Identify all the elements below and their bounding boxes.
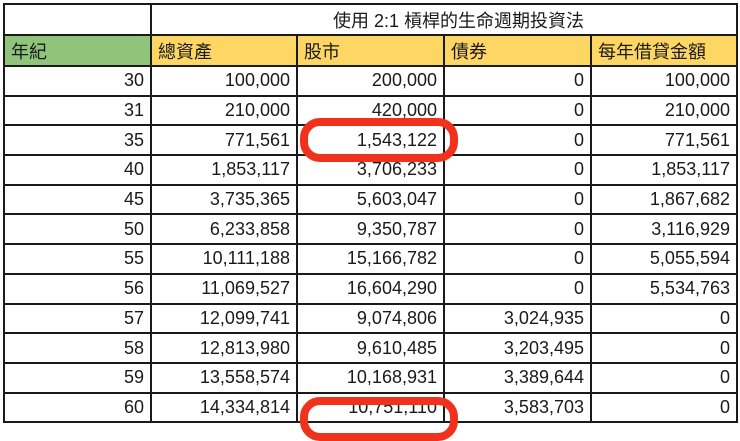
cell-annual-borrowing[interactable]: 1,867,682 [590,183,738,216]
cell-stocks[interactable]: 3,706,233 [296,154,445,186]
table-row: 59 13,558,574 10,168,931 3,389,644 0 [3,361,738,394]
cell-stocks[interactable]: 200,000 [296,65,445,97]
table-row: 58 12,813,980 9,610,485 3,203,495 0 [3,332,738,364]
cell-total-assets[interactable]: 3,735,365 [150,183,298,216]
cell-age[interactable]: 59 [3,361,152,394]
cell-age[interactable]: 57 [3,302,152,335]
cell-stocks[interactable]: 16,604,290 [296,272,445,305]
cell-bonds[interactable]: 0 [443,124,592,157]
cell-annual-borrowing[interactable]: 5,055,594 [590,243,738,275]
cell-total-assets[interactable]: 771,561 [150,124,298,157]
cell-annual-borrowing[interactable]: 1,853,117 [590,154,738,186]
table-row: 45 3,735,365 5,603,047 0 1,867,682 [3,183,738,216]
table-row: 31 210,000 420,000 0 210,000 [3,94,738,127]
cell-age[interactable]: 35 [3,124,152,157]
cell-bonds[interactable]: 0 [443,183,592,216]
table-title[interactable]: 使用 2:1 槓桿的生命週期投資法 [150,3,738,36]
cell-age[interactable]: 30 [3,65,152,97]
table-row: 56 11,069,527 16,604,290 0 5,534,763 [3,272,738,305]
cell-annual-borrowing[interactable]: 771,561 [590,124,738,157]
table-row: 60 14,334,814 10,751,110 3,583,703 0 [3,391,738,424]
cell-bonds[interactable]: 0 [443,272,592,305]
header-total-assets[interactable]: 總資產 [150,34,298,67]
cell-age[interactable]: 58 [3,332,152,364]
cell-stocks[interactable]: 10,751,110 [296,391,445,424]
cell-bonds[interactable]: 3,583,703 [443,391,592,424]
cell-annual-borrowing[interactable]: 5,534,763 [590,272,738,305]
cell-total-assets[interactable]: 100,000 [150,65,298,97]
cell-bonds[interactable]: 0 [443,154,592,186]
cell-annual-borrowing[interactable]: 3,116,929 [590,213,738,246]
cell-annual-borrowing[interactable]: 210,000 [590,94,738,127]
header-annual-borrowing[interactable]: 每年借貸金額 [590,34,738,67]
cell-bonds[interactable]: 0 [443,243,592,275]
cell-bonds[interactable]: 0 [443,213,592,246]
cell-total-assets[interactable]: 210,000 [150,94,298,127]
cell-total-assets[interactable]: 10,111,188 [150,243,298,275]
cell-age[interactable]: 40 [3,154,152,186]
title-row: 使用 2:1 槓桿的生命週期投資法 [3,3,738,36]
cell-annual-borrowing[interactable]: 0 [590,391,738,424]
cell-stocks[interactable]: 15,166,782 [296,243,445,275]
table-row: 30 100,000 200,000 0 100,000 [3,65,738,97]
cell-total-assets[interactable]: 11,069,527 [150,272,298,305]
cell-bonds[interactable]: 0 [443,94,592,127]
cell-bonds[interactable]: 3,024,935 [443,302,592,335]
cell-annual-borrowing[interactable]: 0 [590,332,738,364]
cell-age[interactable]: 50 [3,213,152,246]
empty-corner-cell[interactable] [3,3,152,36]
header-age[interactable]: 年紀 [3,34,152,67]
leverage-table: 使用 2:1 槓桿的生命週期投資法 年紀 總資產 股市 債券 每年借貸金額 30… [3,3,738,424]
cell-stocks[interactable]: 9,610,485 [296,332,445,364]
cell-bonds[interactable]: 0 [443,65,592,97]
cell-stocks[interactable]: 5,603,047 [296,183,445,216]
cell-age[interactable]: 60 [3,391,152,424]
table-row: 55 10,111,188 15,166,782 0 5,055,594 [3,243,738,275]
header-bonds[interactable]: 債券 [443,34,592,67]
cell-total-assets[interactable]: 6,233,858 [150,213,298,246]
cell-age[interactable]: 31 [3,94,152,127]
cell-age[interactable]: 55 [3,243,152,275]
header-row: 年紀 總資產 股市 債券 每年借貸金額 [3,34,738,67]
cell-annual-borrowing[interactable]: 100,000 [590,65,738,97]
table-row: 40 1,853,117 3,706,233 0 1,853,117 [3,154,738,186]
cell-total-assets[interactable]: 12,813,980 [150,332,298,364]
header-stocks[interactable]: 股市 [296,34,445,67]
table-row: 50 6,233,858 9,350,787 0 3,116,929 [3,213,738,246]
table-row: 57 12,099,741 9,074,806 3,024,935 0 [3,302,738,335]
cell-annual-borrowing[interactable]: 0 [590,302,738,335]
cell-total-assets[interactable]: 13,558,574 [150,361,298,394]
cell-age[interactable]: 56 [3,272,152,305]
cell-total-assets[interactable]: 1,853,117 [150,154,298,186]
cell-stocks[interactable]: 9,350,787 [296,213,445,246]
table-row: 35 771,561 1,543,122 0 771,561 [3,124,738,157]
spreadsheet: 使用 2:1 槓桿的生命週期投資法 年紀 總資產 股市 債券 每年借貸金額 30… [3,3,738,424]
cell-age[interactable]: 45 [3,183,152,216]
cell-stocks[interactable]: 10,168,931 [296,361,445,394]
cell-stocks[interactable]: 420,000 [296,94,445,127]
cell-bonds[interactable]: 3,389,644 [443,361,592,394]
cell-stocks[interactable]: 1,543,122 [296,124,445,157]
cell-total-assets[interactable]: 14,334,814 [150,391,298,424]
cell-stocks[interactable]: 9,074,806 [296,302,445,335]
cell-annual-borrowing[interactable]: 0 [590,361,738,394]
cell-bonds[interactable]: 3,203,495 [443,332,592,364]
cell-total-assets[interactable]: 12,099,741 [150,302,298,335]
